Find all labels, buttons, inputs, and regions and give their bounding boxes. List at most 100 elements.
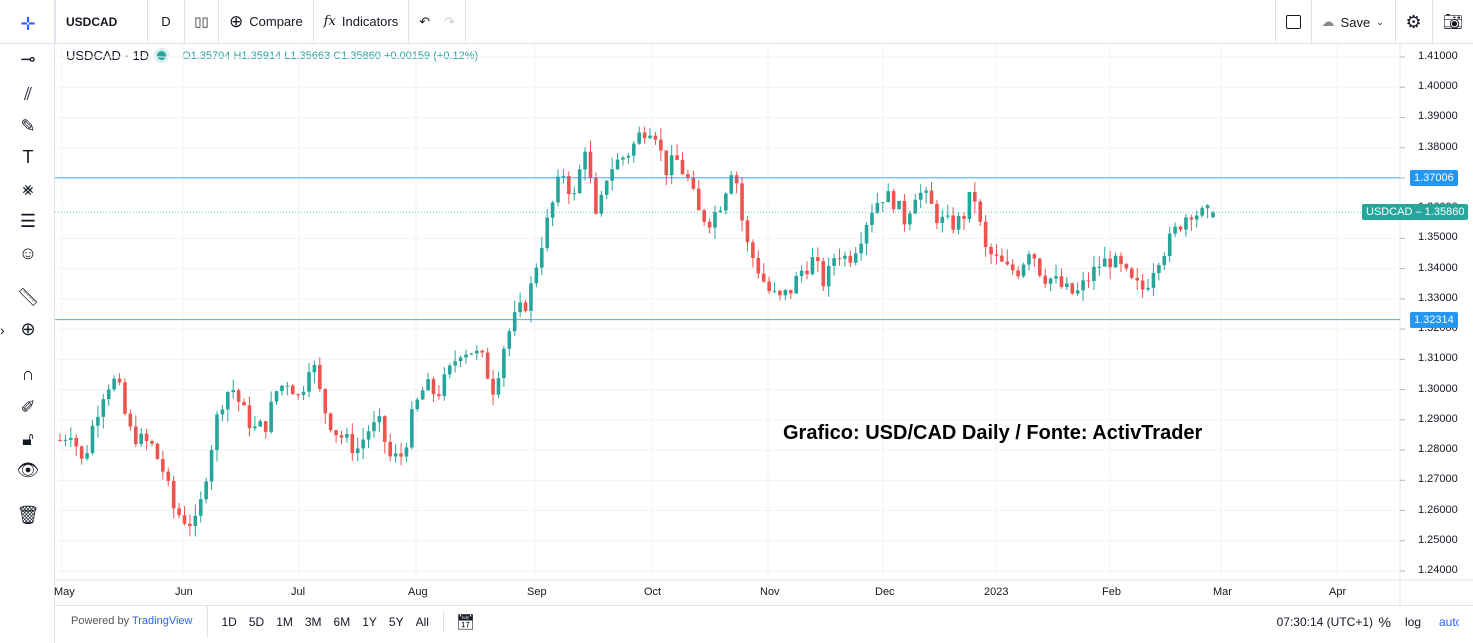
candle-body — [848, 255, 853, 263]
candle-body — [1211, 212, 1215, 218]
time-tick-label: Oct — [644, 586, 662, 598]
ruler-icon[interactable]: 📏︎ — [16, 287, 40, 307]
interval-button[interactable]: D — [148, 0, 185, 44]
candle-body — [226, 392, 230, 410]
market-status-dot — [157, 51, 167, 60]
emoji-icon[interactable]: ☺ — [18, 243, 38, 263]
tradingview-link[interactable]: TradingView — [131, 614, 193, 627]
candle-body — [962, 216, 966, 219]
range-all[interactable]: All — [415, 614, 429, 629]
range-1m[interactable]: 1M — [276, 614, 293, 629]
range-3m[interactable]: 3M — [304, 614, 322, 629]
candle-body — [1146, 287, 1150, 290]
candle-body — [534, 267, 539, 284]
candle-body — [691, 177, 696, 189]
eye-icon[interactable]: 👁︎ — [16, 460, 40, 480]
candle-body — [144, 433, 149, 442]
pattern-icon[interactable]: ⨳ — [22, 179, 34, 199]
range-6m[interactable]: 6M — [333, 614, 351, 629]
magnet-icon[interactable]: ∩ — [21, 364, 35, 384]
candle-body — [956, 216, 961, 230]
gear-icon: ⚙ — [1405, 11, 1422, 32]
legend-ohlc: O1.35704 H1.35914 L1.35663 C1.35860 +0.0… — [182, 50, 478, 62]
candle-body — [994, 254, 999, 256]
candle-body — [399, 453, 403, 457]
settings-button[interactable]: ⚙ — [1396, 0, 1433, 44]
screenshot-button[interactable]: 📷︎ — [1433, 0, 1473, 44]
time-tick-label: Feb — [1102, 586, 1121, 598]
candle-body — [805, 270, 809, 275]
percent-toggle[interactable]: % — [1378, 613, 1391, 630]
range-1d[interactable]: 1D — [221, 614, 237, 629]
trend-line-icon[interactable]: ⊸ — [20, 49, 36, 69]
expand-arrow-icon[interactable]: › — [0, 322, 5, 338]
forecast-icon[interactable]: ☰ — [19, 211, 37, 231]
log-toggle[interactable]: log — [1404, 614, 1421, 629]
candle-body — [161, 459, 165, 472]
candle-body — [372, 422, 376, 432]
powered-by[interactable]: Powered by TradingView — [55, 605, 208, 638]
candles-icon: ▯▯ — [194, 13, 209, 29]
candle-body — [209, 449, 214, 482]
candle-body — [166, 471, 171, 481]
brush-icon[interactable]: ✎ — [20, 116, 36, 136]
candle-body — [1194, 215, 1199, 220]
candle-body — [1205, 205, 1210, 209]
lock-drawing-icon[interactable]: ✐ — [20, 397, 36, 417]
candle-body — [101, 399, 106, 417]
goto-date-icon[interactable]: 📅︎ — [455, 613, 475, 631]
redo-icon[interactable]: ↷ — [444, 13, 456, 29]
lock-icon[interactable]: 🔓︎ — [22, 429, 34, 449]
candle-body — [253, 426, 257, 429]
candle-body — [870, 212, 874, 225]
candle-body — [604, 180, 609, 195]
symbol-search-button[interactable]: USDCAD — [55, 0, 148, 44]
price-tick-label: 1.41000 — [1418, 50, 1458, 62]
chart-type-button[interactable]: ▯▯ — [185, 0, 219, 44]
time-tick-label: Aug — [408, 586, 428, 598]
compare-button[interactable]: ⊕ Compare — [219, 0, 314, 44]
indicators-button[interactable]: fx Indicators — [314, 0, 410, 44]
candle-body — [843, 255, 847, 259]
candle-body — [453, 361, 457, 366]
range-1y[interactable]: 1Y — [362, 614, 377, 629]
candle-body — [918, 192, 923, 200]
trash-icon[interactable]: 🗑︎ — [16, 505, 40, 525]
undo-icon[interactable]: ↶ — [419, 13, 431, 29]
compare-label: Compare — [249, 14, 303, 29]
candle-body — [707, 221, 712, 228]
range-5d[interactable]: 5D — [248, 614, 265, 629]
candle-body — [1037, 258, 1042, 276]
candle-body — [853, 253, 858, 263]
candle-body — [1016, 270, 1020, 277]
candle-body — [669, 155, 674, 176]
candle-body — [442, 374, 447, 397]
text-icon[interactable]: T — [22, 147, 34, 167]
price-chart[interactable] — [55, 44, 1473, 605]
auto-toggle[interactable]: auto — [1439, 614, 1459, 629]
candle-body — [631, 143, 636, 156]
range-5y[interactable]: 5Y — [388, 614, 404, 629]
candle-body — [880, 202, 885, 204]
candle-body — [702, 210, 706, 222]
price-tick-label: 1.39000 — [1418, 110, 1458, 123]
candle-body — [236, 390, 241, 402]
fullscreen-button[interactable] — [1274, 0, 1312, 44]
candle-body — [188, 523, 192, 527]
candle-body — [967, 191, 972, 219]
fib-icon[interactable]: ⫽ — [23, 84, 33, 104]
candle-body — [1113, 255, 1118, 268]
candle-body — [615, 159, 620, 170]
candle-body — [150, 441, 154, 444]
candle-body — [410, 409, 414, 448]
candle-body — [464, 354, 468, 358]
candle-body — [729, 175, 734, 194]
zoom-in-icon[interactable]: ⊕ — [20, 319, 36, 339]
crosshair-icon[interactable]: ✛ — [20, 14, 36, 34]
save-button[interactable]: ☁ Save ⌄ — [1312, 0, 1396, 44]
candle-body — [1048, 278, 1053, 284]
candle-body — [523, 302, 528, 311]
candle-body — [518, 302, 522, 313]
candle-body — [388, 441, 393, 457]
candle-body — [794, 275, 798, 294]
